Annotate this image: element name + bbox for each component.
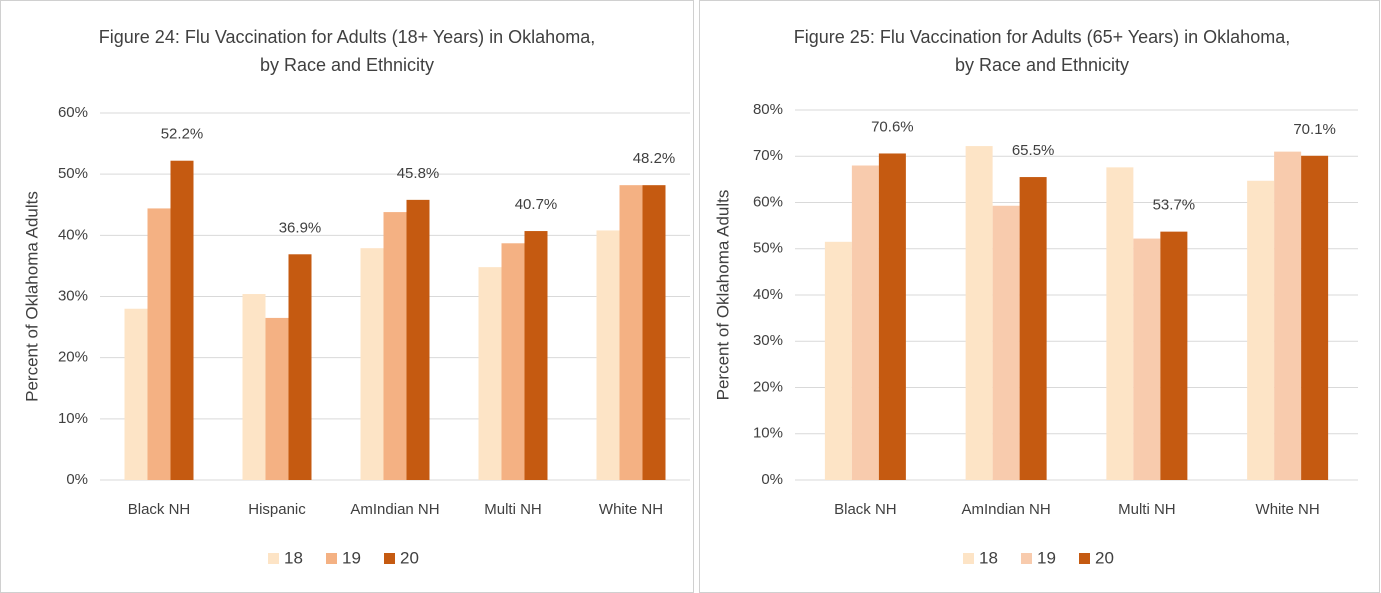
- bar: [1301, 155, 1329, 480]
- x-tick-label: White NH: [599, 501, 663, 518]
- chart-title: by Race and Ethnicity: [260, 55, 434, 75]
- bar: [383, 212, 407, 480]
- y-tick-label: 50%: [58, 165, 88, 182]
- bar: [1106, 167, 1134, 480]
- y-tick-label: 70%: [753, 147, 783, 164]
- bar: [1133, 238, 1161, 480]
- bar: [851, 165, 879, 480]
- bar: [1247, 180, 1275, 480]
- bar: [965, 146, 993, 480]
- legend-label: 20: [400, 548, 419, 567]
- x-tick-label: Black NH: [834, 501, 897, 518]
- x-tick-label: Black NH: [128, 501, 191, 518]
- y-tick-label: 0%: [761, 471, 783, 488]
- data-label: 70.1%: [1293, 121, 1336, 138]
- bar: [288, 254, 312, 480]
- data-label: 52.2%: [161, 126, 204, 143]
- legend-label: 19: [342, 548, 361, 567]
- chart-title: Figure 24: Flu Vaccination for Adults (1…: [99, 27, 595, 47]
- data-label: 65.5%: [1012, 142, 1055, 159]
- legend-label: 20: [1095, 548, 1114, 567]
- legend-swatch: [963, 553, 974, 564]
- legend-swatch: [1021, 553, 1032, 564]
- bar: [265, 317, 289, 480]
- y-tick-label: 40%: [753, 286, 783, 303]
- bar: [992, 205, 1020, 481]
- bar: [478, 267, 502, 480]
- chart-title: by Race and Ethnicity: [955, 55, 1129, 75]
- y-tick-label: 10%: [58, 410, 88, 427]
- legend-label: 18: [979, 548, 998, 567]
- bar: [1019, 177, 1047, 480]
- legend-swatch: [384, 553, 395, 564]
- y-tick-label: 30%: [58, 287, 88, 304]
- legend-swatch: [326, 553, 337, 564]
- legend-label: 19: [1037, 548, 1056, 567]
- bar: [1160, 231, 1188, 480]
- bar: [242, 294, 266, 480]
- y-tick-label: 80%: [753, 101, 783, 118]
- x-tick-label: Hispanic: [248, 501, 306, 518]
- y-axis-label: Percent of Oklahoma Adults: [22, 191, 41, 402]
- y-tick-label: 10%: [753, 425, 783, 442]
- y-tick-label: 40%: [58, 226, 88, 243]
- data-label: 70.6%: [871, 118, 914, 135]
- legend-swatch: [268, 553, 279, 564]
- x-tick-label: White NH: [1256, 501, 1320, 518]
- data-label: 45.8%: [397, 165, 440, 182]
- x-tick-label: Multi NH: [484, 501, 542, 518]
- bar: [596, 230, 620, 480]
- chart-title: Figure 25: Flu Vaccination for Adults (6…: [794, 27, 1290, 47]
- y-tick-label: 30%: [753, 332, 783, 349]
- bar: [824, 241, 852, 480]
- data-label: 40.7%: [515, 196, 558, 213]
- legend-label: 18: [284, 548, 303, 567]
- bar: [642, 185, 666, 480]
- x-tick-label: Multi NH: [1118, 501, 1176, 518]
- data-label: 36.9%: [279, 219, 322, 236]
- bar: [360, 248, 384, 480]
- y-tick-label: 50%: [753, 240, 783, 257]
- bar: [619, 185, 643, 480]
- bar: [147, 208, 171, 481]
- bar: [1274, 151, 1302, 480]
- bar: [170, 160, 194, 480]
- data-label: 48.2%: [633, 150, 676, 167]
- bar: [878, 153, 906, 480]
- bar: [406, 199, 430, 480]
- y-axis-label: Percent of Oklahoma Adults: [713, 190, 732, 401]
- y-tick-label: 20%: [58, 349, 88, 366]
- data-label: 53.7%: [1153, 197, 1196, 214]
- y-tick-label: 20%: [753, 378, 783, 395]
- y-tick-label: 60%: [753, 193, 783, 210]
- bar: [501, 243, 525, 480]
- x-tick-label: AmIndian NH: [962, 501, 1051, 518]
- bar: [124, 308, 148, 480]
- x-tick-label: AmIndian NH: [350, 501, 439, 518]
- y-tick-label: 0%: [66, 471, 88, 488]
- y-tick-label: 60%: [58, 104, 88, 121]
- bar: [524, 231, 548, 480]
- legend-swatch: [1079, 553, 1090, 564]
